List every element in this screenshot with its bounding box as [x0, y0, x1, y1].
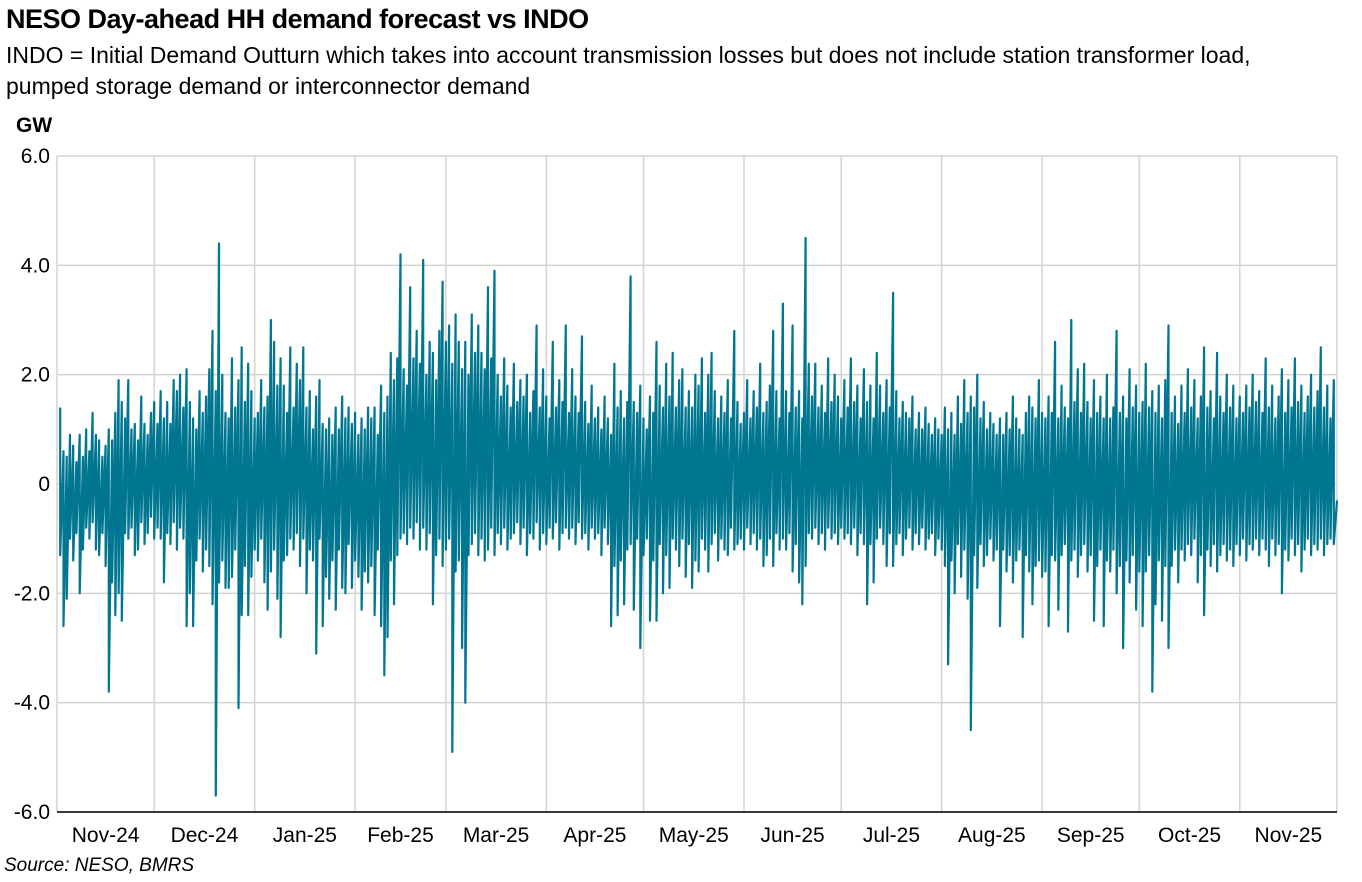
line-chart: GW 6.0 4.0 2.0 0 -2.0 -4.0 -6.0 Nov-24 Dec-24 Ja… [14, 114, 1339, 847]
x-tick-label-1: Dec-24 [171, 824, 239, 847]
y-tick-label-3: 0 [38, 473, 50, 496]
x-tick-label-3: Feb-25 [367, 824, 434, 847]
y-axis-unit-label: GW [16, 114, 52, 137]
axes [56, 156, 1337, 813]
series-layer [59, 236, 1339, 797]
y-tick-label-1: 4.0 [21, 254, 50, 277]
x-tick-label-8: Jul-25 [863, 824, 920, 847]
x-tick-label-6: May-25 [659, 824, 729, 847]
chart-subtitle: INDO = Initial Demand Outturn which take… [6, 42, 1251, 99]
x-tick-label-0: Nov-24 [72, 824, 140, 847]
x-tick-label-5: Apr-25 [563, 824, 626, 847]
x-tick-label-2: Jan-25 [273, 824, 337, 847]
y-tick-label-0: 6.0 [21, 145, 50, 168]
y-tick-labels: 6.0 4.0 2.0 0 -2.0 -4.0 -6.0 [14, 145, 50, 824]
y-tick-label-6: -6.0 [14, 801, 50, 824]
x-tick-label-12: Nov-25 [1255, 824, 1323, 847]
y-tick-label-5: -4.0 [14, 692, 50, 715]
source-note: Source: NESO, BMRS [4, 855, 195, 876]
x-tick-label-9: Aug-25 [958, 824, 1026, 847]
series-line-0 [59, 236, 1339, 797]
x-tick-label-7: Jun-25 [760, 824, 824, 847]
chart-title: NESO Day-ahead HH demand forecast vs IND… [6, 4, 589, 34]
x-tick-label-10: Sep-25 [1057, 824, 1125, 847]
x-tick-label-4: Mar-25 [463, 824, 530, 847]
x-tick-labels: Nov-24 Dec-24 Jan-25 Feb-25 Mar-25 Apr-25 May-… [72, 824, 1322, 847]
y-tick-label-2: 2.0 [21, 364, 50, 387]
x-tick-label-11: Oct-25 [1158, 824, 1221, 847]
y-tick-label-4: -2.0 [14, 582, 50, 605]
